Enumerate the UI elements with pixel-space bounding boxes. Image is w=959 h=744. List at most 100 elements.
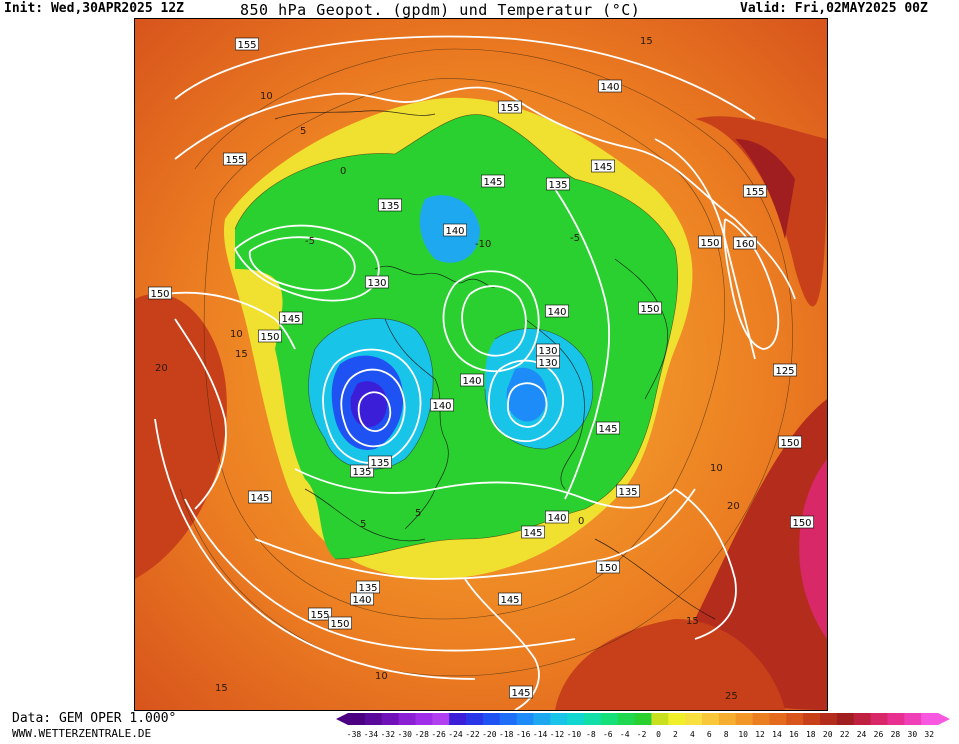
isohypse-label-box: [591, 159, 615, 173]
isohypse-label: 125: [775, 366, 794, 377]
isohypse-label: 135: [618, 487, 637, 498]
isohypse-label-box: [545, 510, 569, 524]
isohypse-label: 155: [225, 155, 244, 166]
isohypse-label: 130: [367, 278, 386, 289]
warm-region-top-right: [695, 116, 827, 307]
isohypse-label-box: [596, 421, 620, 435]
legend-value-label: 12: [755, 730, 765, 739]
data-source: Data: GEM OPER 1.000°: [12, 711, 177, 726]
legend-value-label: -34: [364, 730, 379, 739]
legend-swatch: [449, 713, 467, 725]
legend-value-label: 10: [738, 730, 748, 739]
isohypse-label: 140: [462, 376, 481, 387]
isohypse-label: 135: [352, 467, 371, 478]
isotherm-label: 25: [725, 691, 738, 702]
legend-value-label: 8: [724, 730, 729, 739]
isohypse-label: 140: [547, 513, 566, 524]
isohypse-label: 150: [260, 332, 279, 343]
legend-arrow-high: [938, 713, 950, 725]
isohypse-label-layer: 1551551551501501501501501501501451451451…: [148, 37, 814, 699]
isotherm-label: 5: [360, 519, 366, 530]
legend-value-label: -22: [465, 730, 480, 739]
isohypse-label-box: [521, 525, 545, 539]
isohypse-label: 150: [330, 619, 349, 630]
isohypse-label-box: [481, 174, 505, 188]
legend-value-label: -26: [431, 730, 446, 739]
legend-value-label: -16: [516, 730, 531, 739]
isohypse-label-box: [598, 79, 622, 93]
valid-time: Valid: Fri,02MAY2025 00Z: [740, 1, 928, 16]
legend-swatch: [820, 713, 838, 725]
weather-map: 155 155 155 150 150 150 150 150 150 150 145 145 145 1…: [134, 18, 828, 711]
isohypse-label-box: [698, 235, 722, 249]
isotherm-label: -5: [305, 236, 315, 247]
isotherm-label: 5: [300, 126, 306, 137]
legend-value-label: 20: [823, 730, 833, 739]
legend-swatch: [718, 713, 737, 725]
hot-region-top-right: [735, 139, 795, 239]
legend-swatch: [668, 713, 686, 725]
isohypse-label: 150: [700, 238, 719, 249]
legend-value-label: 28: [891, 730, 901, 739]
legend-value-label: 6: [707, 730, 712, 739]
legend-swatch: [432, 713, 450, 725]
legend-value-label: -18: [499, 730, 514, 739]
legend-value-label: -6: [603, 730, 613, 739]
isotherm-label: 5: [415, 508, 421, 519]
isohypse-label: 150: [640, 304, 659, 315]
legend-swatch: [550, 713, 568, 725]
legend-swatch: [499, 713, 518, 725]
legend-swatch: [584, 713, 602, 725]
isohypse-label: 150: [150, 289, 169, 300]
legend-value-label: 14: [772, 730, 782, 739]
isohypse-label-box: [498, 592, 522, 606]
legend-value-label: 16: [789, 730, 799, 739]
temperature-color-legend: -38 -34 -32 -30 -28 -26 -24 -22 -20 -18 -16 -14 -12-…: [334, 712, 958, 740]
isohypse-label: 140: [432, 401, 451, 412]
isohypse-label-box: [778, 435, 802, 449]
isohypse-label: 155: [500, 103, 519, 114]
isohypse-label-box: [733, 236, 757, 250]
legend-value-label: -24: [448, 730, 463, 739]
isohypse-label-box: [536, 355, 560, 369]
isohypse-label: 145: [598, 424, 617, 435]
legend-value-label: -8: [586, 730, 596, 739]
isotherm-label: 0: [340, 166, 346, 177]
legend-arrow-low: [336, 713, 348, 725]
isotherm-label: 15: [640, 36, 653, 47]
isohypse-label-box: [509, 685, 533, 699]
isohypse-label-box: [223, 152, 247, 166]
map-title: 850 hPa Geopot. (gpdm) und Temperatur (°…: [240, 1, 641, 19]
isohypse-label: 150: [598, 563, 617, 574]
isohypse-label: 155: [310, 610, 329, 621]
isohypse-label-box: [279, 311, 303, 325]
isohypse-label: 130: [538, 346, 557, 357]
isohypse-label-box: [235, 37, 259, 51]
legend-value-label: -10: [567, 730, 582, 739]
isohypse-label-box: [545, 304, 569, 318]
website-credit: WWW.WETTERZENTRALE.DE: [12, 727, 152, 740]
isohypse-label-box: [258, 329, 282, 343]
isohypse-label-box: [596, 560, 620, 574]
isohypse-label-box: [350, 592, 374, 606]
hot-region-right: [799, 459, 827, 639]
isotherm-label: 20: [155, 363, 168, 374]
isohypse-label: 140: [352, 595, 371, 606]
isotherm-label: 0: [578, 516, 584, 527]
legend-swatch: [381, 713, 400, 725]
isohypse-label: 150: [780, 438, 799, 449]
init-time: Init: Wed,30APR2025 12Z: [4, 1, 185, 16]
isohypse-label-box: [743, 184, 767, 198]
legend-value-label: 30: [908, 730, 918, 739]
isohypse-label-box: [248, 490, 272, 504]
legend-swatch: [651, 713, 669, 725]
isohypse-label: 140: [600, 82, 619, 93]
legend-swatch: [853, 713, 872, 725]
isotherm-label: -5: [570, 233, 580, 244]
coastlines: [274, 110, 716, 620]
isohypse-label: 145: [250, 493, 269, 504]
isotherm-label: 20: [727, 501, 740, 512]
legend-scale: -38 -34 -32 -30 -28 -26 -24 -22 -20 -18 -16 -14 -12-…: [336, 713, 950, 739]
legend-value-label: 18: [806, 730, 816, 739]
isotherm-label: 10: [710, 463, 723, 474]
